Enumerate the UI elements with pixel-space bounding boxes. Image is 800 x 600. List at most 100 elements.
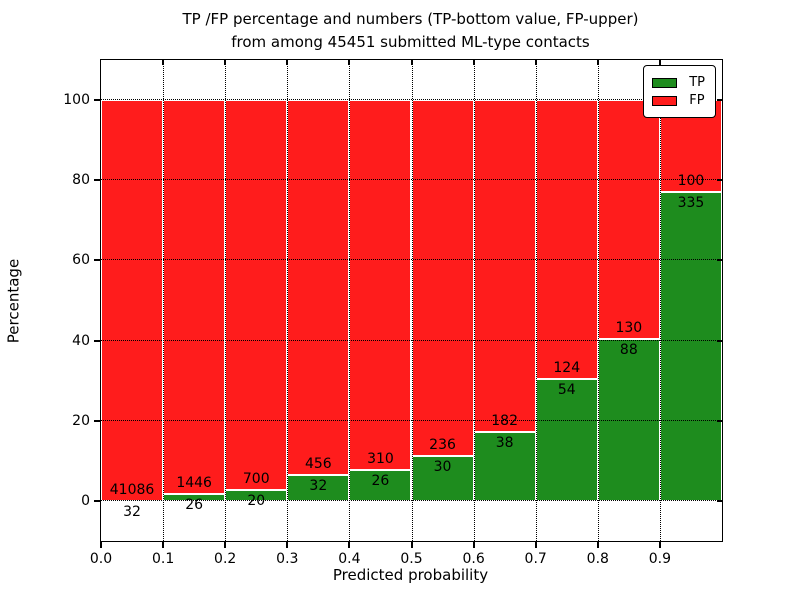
bar-segment-tp [411,455,474,501]
y-tick-right [717,179,722,182]
bar-segment-fp [101,100,164,501]
x-tick-label: 0.8 [586,551,609,567]
bar-labels-layer: 41086 32 1446 26 700 20 456 32 310 26 236 30 182 38 12… [101,60,722,541]
legend: TP FP [643,65,716,118]
y-tick-label: 60 [72,252,90,269]
legend-swatch-tp-icon [652,77,678,88]
x-tick-label: 0.3 [276,551,299,567]
x-tick-top [286,60,289,65]
legend-item-fp: FP [652,93,705,108]
x-tick-top [534,60,537,65]
x-tick-top [162,60,165,65]
fp-count-label: 456 [304,455,332,472]
legend-label-fp: FP [689,93,705,108]
x-tick-top [596,60,599,65]
y-tick [94,99,101,102]
tp-count-label: 26 [371,472,390,489]
bar-segment-fp [473,100,536,432]
fp-count-label: 1446 [176,474,212,491]
x-tick [162,541,165,548]
x-tick-label: 0.7 [524,551,547,567]
fp-count-label: 41086 [109,481,155,498]
x-tick [224,541,227,548]
y-tick-label: 80 [72,172,90,189]
y-tick [94,499,101,502]
tp-count-label: 32 [309,477,328,494]
plot-area: 41086 32 1446 26 700 20 456 32 310 26 236 30 182 38 12… [63,59,723,567]
x-tick-label: 0.1 [151,551,175,567]
x-axis-label: Predicted probability [332,566,489,584]
gridline-vertical [411,60,413,541]
tp-count-label: 20 [247,492,266,509]
bar-segment-tp [535,379,598,501]
bar-segment-fp [535,100,598,380]
chart-title-line1: TP /FP percentage and numbers (TP-bottom… [182,10,639,28]
bar-segment-fp [163,100,226,494]
x-tick-top [658,60,661,65]
gridline-vertical [473,60,475,541]
x-tick [286,541,289,548]
y-tick [94,259,101,262]
y-tick-right [717,419,722,422]
fp-count-label: 700 [242,470,270,487]
ticks-layer: 0.0 0.1 0.2 0.3 0.4 0.5 0.6 0.7 0.8 0.9 0 20 40 60 80 1… [63,60,722,567]
bar-segment-fp [349,100,412,470]
x-tick-top [348,60,351,65]
x-tick-label: 0.4 [338,551,361,567]
x-tick-label: 0.9 [648,551,672,567]
chart-title-line2: from among 45451 submitted ML-type conta… [231,33,590,51]
x-tick [348,541,351,548]
fp-count-label: 236 [429,436,456,453]
y-tick [94,339,101,342]
legend-swatch-fp-icon [652,95,678,106]
fp-count-label: 130 [615,320,643,337]
x-tick-top [410,60,413,65]
tp-count-label: 30 [433,458,452,475]
y-tick-right [717,339,722,342]
bar-segment-fp [225,100,288,490]
y-tick-right [717,499,722,502]
y-tick [94,179,101,182]
grid-layer [101,60,722,541]
y-tick-label: 100 [63,92,90,109]
gridline-vertical [349,60,351,541]
x-tick-label: 0.0 [89,551,113,567]
y-tick-label: 20 [72,412,90,429]
gridline-vertical [659,60,661,541]
tp-count-label: 88 [619,342,638,359]
tp-count-label: 54 [557,382,576,399]
x-tick-label: 0.5 [400,551,423,567]
fp-count-label: 182 [491,412,519,429]
tp-count-label: 38 [495,434,514,451]
y-tick [94,419,101,422]
gridline-vertical [287,60,289,541]
tp-count-label: 32 [123,503,141,520]
gridline-vertical [535,60,537,541]
bar-segment-tp [659,192,722,501]
y-axis-label: Percentage [4,258,23,344]
x-tick-top [224,60,227,65]
x-tick-label: 0.2 [214,551,237,567]
x-tick [100,541,102,548]
y-tick-right [717,99,722,102]
fp-count-label: 310 [367,450,394,467]
bar-segment-fp [411,100,474,456]
chart-title: TP /FP percentage and numbers (TP-bottom… [100,8,721,54]
x-tick [410,541,413,548]
y-tick-label: 0 [81,492,90,509]
y-tick-label: 40 [72,332,90,349]
legend-item-tp: TP [652,75,705,90]
gridline-vertical [597,60,599,541]
x-tick [596,541,599,548]
x-tick-label: 0.6 [462,551,485,567]
bar-segment-fp [597,100,660,340]
bar-segment-tp [473,431,536,501]
gridline-vertical [225,60,227,541]
x-tick [534,541,537,548]
tp-count-label: 26 [185,496,204,513]
fp-count-label: 124 [553,360,581,377]
x-tick-top [472,60,475,65]
legend-label-tp: TP [689,75,705,90]
x-tick [658,541,661,548]
